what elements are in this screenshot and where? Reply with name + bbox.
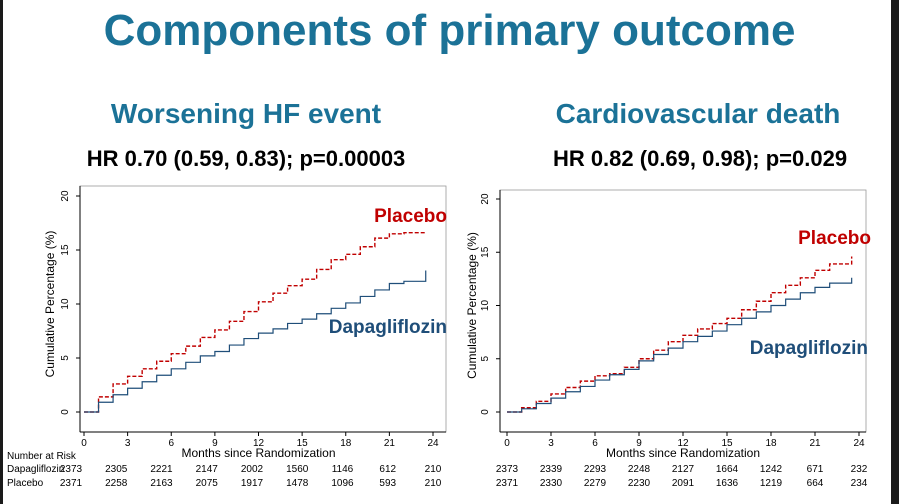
left-risk-placebo: 1917 bbox=[241, 478, 264, 489]
right-x-tick-label: 21 bbox=[809, 438, 821, 449]
right-y-axis-label: Cumulative Percentage (%) bbox=[465, 232, 479, 379]
right-series-dapagliflozin bbox=[507, 277, 853, 413]
right-risk-dapagliflozin: 1664 bbox=[716, 464, 739, 475]
right-risk-placebo: 234 bbox=[851, 478, 868, 489]
right-risk-dapagliflozin: 2127 bbox=[672, 464, 695, 475]
right-chart-subtitle: HR 0.82 (0.69, 0.98); p=0.029 bbox=[552, 146, 848, 171]
left-label-dapagliflozin: Dapagliflozin bbox=[329, 317, 447, 338]
right-x-tick-label: 0 bbox=[504, 438, 510, 449]
right-y-tick-label: 0 bbox=[480, 409, 491, 415]
right-risk-dapagliflozin: 2248 bbox=[628, 464, 651, 475]
right-series-placebo bbox=[507, 256, 853, 413]
left-series-dapagliflozin bbox=[84, 270, 427, 413]
left-risk-dapagliflozin: 612 bbox=[379, 464, 396, 475]
left-risk-placebo: 2163 bbox=[150, 478, 173, 489]
right-x-tick-label: 24 bbox=[853, 438, 865, 449]
left-x-tick-label: 6 bbox=[168, 438, 174, 449]
risk-row-label-placebo: Placebo bbox=[7, 478, 44, 489]
left-risk-dapagliflozin: 1146 bbox=[332, 464, 354, 475]
left-risk-placebo: 1478 bbox=[286, 478, 309, 489]
left-risk-dapagliflozin: 2305 bbox=[105, 464, 128, 475]
right-risk-dapagliflozin: 2293 bbox=[584, 464, 607, 475]
right-x-tick-label: 9 bbox=[636, 438, 642, 449]
right-x-tick-label: 12 bbox=[677, 438, 689, 449]
left-y-tick-label: 20 bbox=[60, 190, 71, 202]
frame-right-border bbox=[891, 0, 899, 504]
right-risk-placebo: 2230 bbox=[628, 478, 651, 489]
right-chart-title: Cardiovascular death bbox=[555, 98, 841, 129]
left-risk-placebo: 2075 bbox=[196, 478, 219, 489]
right-x-tick-label: 15 bbox=[721, 438, 733, 449]
right-risk-dapagliflozin: 2373 bbox=[496, 464, 519, 475]
right-risk-dapagliflozin: 232 bbox=[851, 464, 868, 475]
left-y-tick-label: 15 bbox=[60, 244, 71, 256]
left-risk-placebo: 2258 bbox=[105, 478, 128, 489]
left-risk-dapagliflozin: 2373 bbox=[60, 464, 83, 475]
left-risk-dapagliflozin: 1560 bbox=[286, 464, 309, 475]
risk-row-label-dapagliflozin: Dapagliflozin bbox=[7, 464, 64, 475]
left-x-tick-label: 0 bbox=[81, 438, 87, 449]
right-risk-placebo: 2371 bbox=[496, 478, 519, 489]
right-y-tick-label: 15 bbox=[480, 246, 491, 258]
left-risk-dapagliflozin: 2147 bbox=[196, 464, 219, 475]
left-x-tick-label: 21 bbox=[384, 438, 396, 449]
left-chart-title: Worsening HF event bbox=[110, 98, 382, 129]
right-x-tick-label: 6 bbox=[592, 438, 598, 449]
right-risk-placebo: 1219 bbox=[760, 478, 783, 489]
left-risk-placebo: 1096 bbox=[331, 478, 354, 489]
left-x-axis-label: Months since Randomization bbox=[181, 446, 335, 460]
risk-table-header: Number at Risk bbox=[7, 451, 77, 462]
left-x-tick-label: 3 bbox=[125, 438, 131, 449]
right-risk-placebo: 664 bbox=[807, 478, 824, 489]
left-x-tick-label: 24 bbox=[427, 438, 439, 449]
page-title: Components of primary outcome bbox=[103, 6, 796, 55]
frame-left-border bbox=[0, 0, 3, 504]
left-y-tick-label: 0 bbox=[60, 409, 71, 415]
right-label-dapagliflozin: Dapagliflozin bbox=[750, 338, 868, 359]
right-y-tick-label: 20 bbox=[480, 193, 491, 205]
left-risk-placebo: 2371 bbox=[60, 478, 83, 489]
right-risk-dapagliflozin: 2339 bbox=[540, 464, 563, 475]
right-y-tick-label: 10 bbox=[480, 300, 491, 312]
left-series-placebo bbox=[84, 232, 426, 413]
left-x-tick-label: 18 bbox=[340, 438, 352, 449]
left-risk-dapagliflozin: 2002 bbox=[241, 464, 264, 475]
left-chart-subtitle: HR 0.70 (0.59, 0.83); p=0.00003 bbox=[86, 146, 406, 171]
right-label-placebo: Placebo bbox=[798, 228, 871, 249]
right-plot-frame bbox=[499, 189, 867, 433]
left-label-placebo: Placebo bbox=[374, 206, 447, 227]
right-risk-placebo: 2091 bbox=[672, 478, 695, 489]
right-x-axis-label: Months since Randomization bbox=[606, 446, 760, 460]
left-x-tick-label: 15 bbox=[297, 438, 309, 449]
right-risk-dapagliflozin: 671 bbox=[807, 464, 824, 475]
right-x-tick-label: 18 bbox=[765, 438, 777, 449]
right-risk-placebo: 2330 bbox=[540, 478, 563, 489]
left-risk-dapagliflozin: 2221 bbox=[150, 464, 173, 475]
left-risk-placebo: 593 bbox=[379, 478, 396, 489]
right-y-tick-label: 5 bbox=[480, 356, 491, 362]
left-risk-placebo: 210 bbox=[425, 478, 442, 489]
left-risk-dapagliflozin: 210 bbox=[425, 464, 442, 475]
right-x-tick-label: 3 bbox=[548, 438, 554, 449]
right-risk-placebo: 1636 bbox=[716, 478, 739, 489]
right-risk-dapagliflozin: 1242 bbox=[760, 464, 783, 475]
left-x-tick-label: 12 bbox=[253, 438, 265, 449]
left-x-tick-label: 9 bbox=[212, 438, 218, 449]
left-y-tick-label: 5 bbox=[60, 355, 71, 361]
right-risk-placebo: 2279 bbox=[584, 478, 607, 489]
left-y-tick-label: 10 bbox=[60, 298, 71, 310]
left-y-axis-label: Cumulative Percentage (%) bbox=[43, 231, 57, 378]
